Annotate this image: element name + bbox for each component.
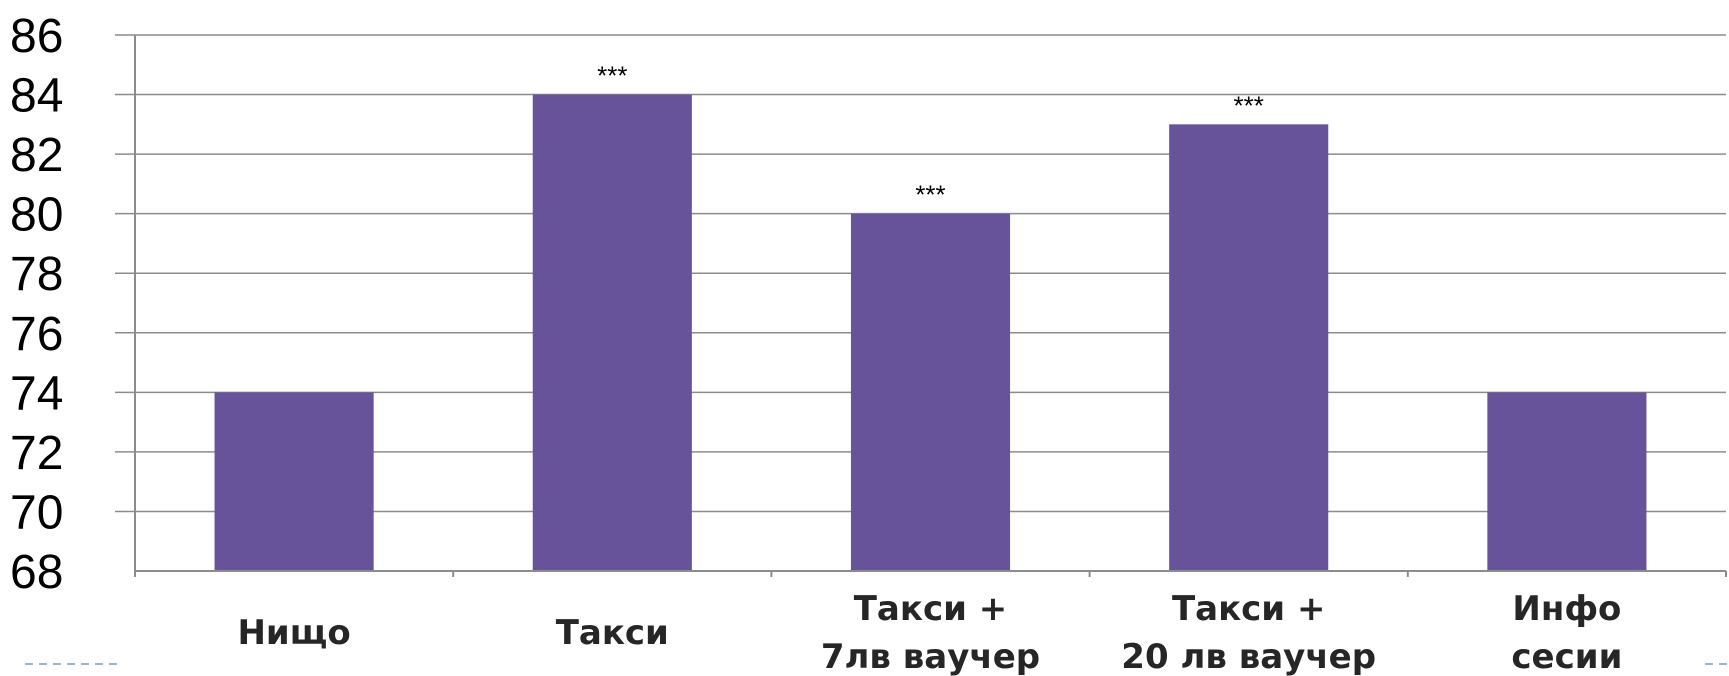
- y-tick-label: 68: [10, 546, 63, 599]
- axes: [134, 35, 1727, 577]
- y-tick-labels: 68 70 72 74 76 78 80 82 84 86: [10, 10, 63, 599]
- category-label: Инфо: [1512, 589, 1621, 629]
- category-label: Такси +: [1172, 589, 1326, 629]
- y-tick-label: 82: [10, 129, 63, 182]
- category-label: Нищо: [237, 613, 350, 653]
- y-tick-label: 70: [10, 486, 63, 539]
- bar: [850, 213, 1011, 571]
- category-label: Такси +: [854, 589, 1008, 629]
- significance-label: ***: [1234, 90, 1264, 120]
- bar: [1487, 392, 1647, 571]
- bar: [1169, 124, 1329, 571]
- significance-label: ***: [597, 61, 627, 91]
- bar: [214, 392, 374, 571]
- y-tick-label: 86: [10, 10, 63, 63]
- category-label: Такси: [556, 613, 669, 653]
- category-label: 7лв ваучер: [821, 637, 1040, 676]
- significance-label: ***: [915, 180, 945, 210]
- significance-labels: *** *** ***: [597, 61, 1264, 210]
- category-label: сесии: [1511, 637, 1622, 676]
- y-tick-label: 78: [10, 248, 63, 301]
- bar: [532, 94, 692, 572]
- y-tick-label: 74: [10, 367, 63, 420]
- y-tick-label: 80: [10, 189, 63, 242]
- category-label: 20 лв ваучер: [1121, 637, 1376, 676]
- bars: [214, 94, 1647, 572]
- category-labels: Нищо Такси Такси + 7лв ваучер Такси + 20 лв в…: [237, 589, 1622, 676]
- y-tick-label: 76: [10, 308, 63, 361]
- y-tick-label: 84: [10, 70, 63, 123]
- y-tick-label: 72: [10, 427, 63, 480]
